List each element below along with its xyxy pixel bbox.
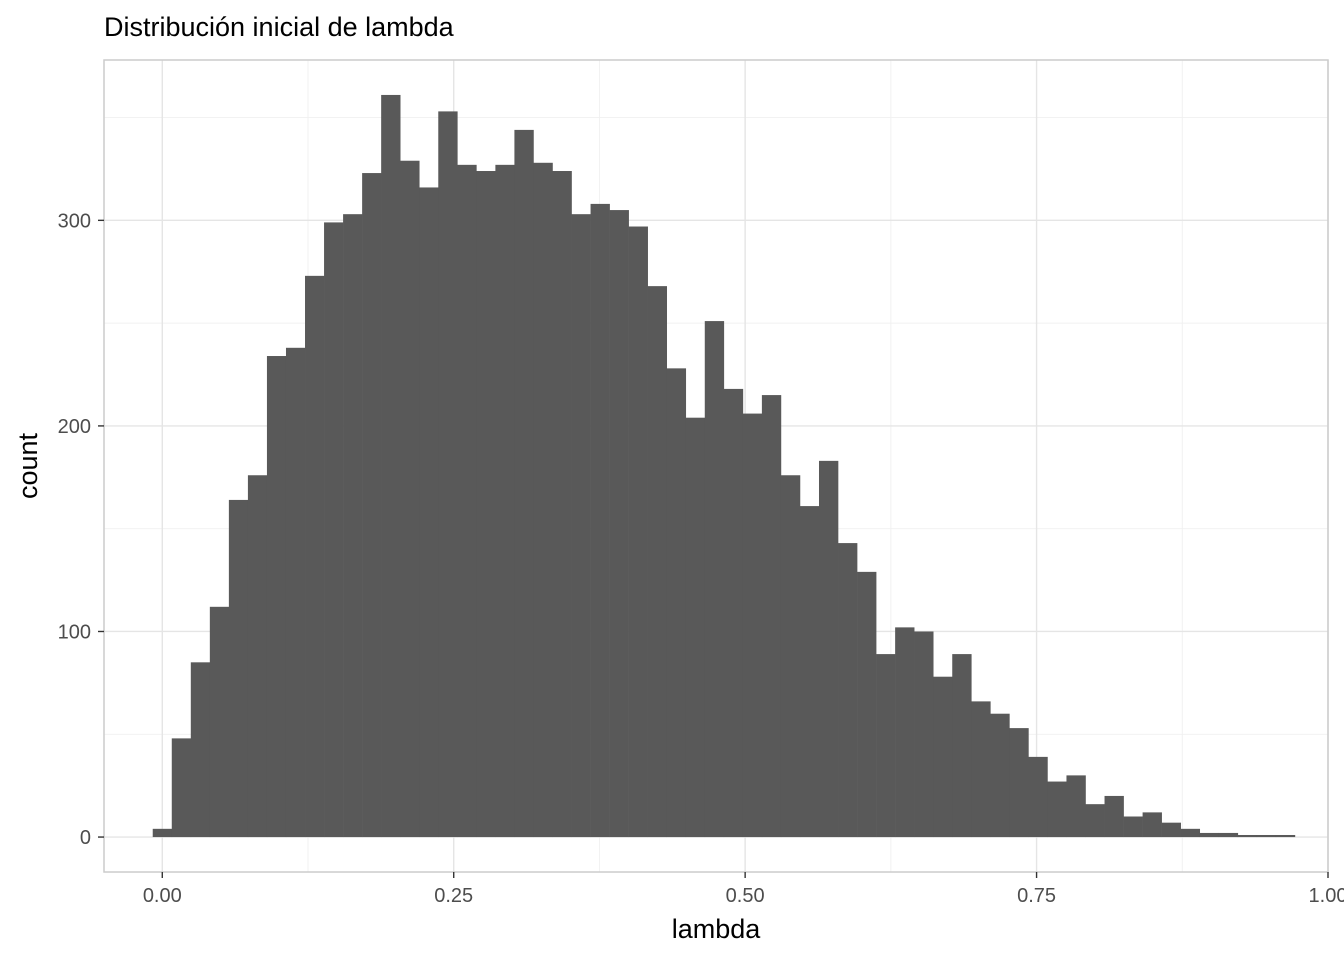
histogram-bar	[209, 606, 230, 838]
histogram-bar	[190, 662, 211, 838]
histogram-bar	[533, 162, 553, 838]
histogram-bar	[990, 713, 1010, 838]
histogram-bar	[228, 499, 249, 838]
histogram-bar	[742, 413, 763, 838]
y-axis-ticks: 0 100 200 300	[58, 210, 104, 849]
chart-title: Distribución inicial de lambda	[104, 12, 455, 42]
histogram-bar	[152, 828, 173, 838]
histogram-bar	[647, 286, 668, 838]
histogram-bars	[152, 94, 1296, 838]
histogram-bar	[305, 275, 325, 838]
histogram-bar	[1199, 832, 1220, 838]
histogram-bar	[343, 214, 363, 838]
histogram-bar	[590, 203, 610, 838]
x-tick-label: 0.00	[143, 885, 182, 907]
histogram-bar	[914, 631, 934, 838]
histogram-bar	[895, 627, 915, 838]
histogram-bar	[1180, 828, 1201, 838]
histogram-bar	[761, 395, 782, 838]
histogram-bar	[799, 506, 820, 838]
histogram-bar	[818, 460, 839, 838]
histogram-bar	[857, 571, 877, 838]
histogram-bar	[666, 368, 687, 838]
histogram-bar	[495, 164, 515, 838]
histogram-bar	[514, 129, 534, 838]
histogram-bar	[400, 160, 420, 838]
histogram-bar	[1256, 834, 1277, 838]
histogram-bar	[1047, 781, 1067, 838]
x-tick-label: 0.25	[434, 885, 473, 907]
x-tick-label: 1.00	[1309, 885, 1344, 907]
histogram-bar	[476, 171, 496, 838]
histogram-bar	[266, 356, 287, 838]
histogram-bar	[1161, 822, 1181, 838]
histogram-bar	[324, 222, 344, 838]
histogram-bar	[1104, 795, 1124, 838]
histogram-bar	[285, 347, 306, 838]
histogram-bar	[1237, 834, 1258, 838]
histogram-bar	[952, 654, 972, 838]
histogram-bar	[1028, 756, 1048, 838]
histogram-bar	[381, 94, 401, 838]
x-axis-title: lambda	[672, 914, 762, 944]
histogram-bar	[571, 214, 591, 838]
y-tick-label: 100	[58, 621, 91, 643]
plot-panel-border	[103, 59, 1329, 873]
histogram-bar	[1009, 728, 1029, 838]
histogram-bar	[419, 187, 439, 838]
histogram-bar	[685, 417, 706, 838]
histogram-bar	[780, 475, 801, 838]
histogram-bar	[552, 171, 572, 838]
histogram-bar	[704, 321, 725, 838]
histogram-bar	[971, 701, 991, 838]
histogram-bar	[438, 111, 458, 838]
histogram-bar	[1142, 812, 1162, 838]
histogram-bar	[723, 388, 744, 838]
histogram-bar	[628, 226, 648, 838]
y-tick-label: 0	[80, 827, 91, 849]
histogram-bar	[1218, 832, 1239, 838]
histogram-bar	[1275, 834, 1296, 838]
histogram-bar	[876, 654, 896, 838]
y-axis-title: count	[13, 432, 43, 499]
x-axis-ticks: 0.00 0.25 0.50 0.75 1.00	[143, 872, 1344, 907]
histogram-bar	[838, 543, 858, 838]
histogram-bar	[171, 738, 192, 838]
x-tick-label: 0.50	[726, 885, 765, 907]
y-tick-label: 300	[58, 210, 91, 232]
x-tick-label: 0.75	[1017, 885, 1056, 907]
histogram-bar	[362, 173, 382, 838]
histogram-bar	[1085, 804, 1105, 838]
histogram-bar	[933, 676, 953, 838]
histogram-bar	[457, 164, 477, 838]
histogram-bar	[1066, 775, 1086, 838]
y-tick-label: 200	[58, 416, 91, 438]
histogram-bar	[247, 475, 268, 838]
histogram-bar	[1123, 816, 1143, 838]
histogram-bar	[609, 210, 629, 838]
